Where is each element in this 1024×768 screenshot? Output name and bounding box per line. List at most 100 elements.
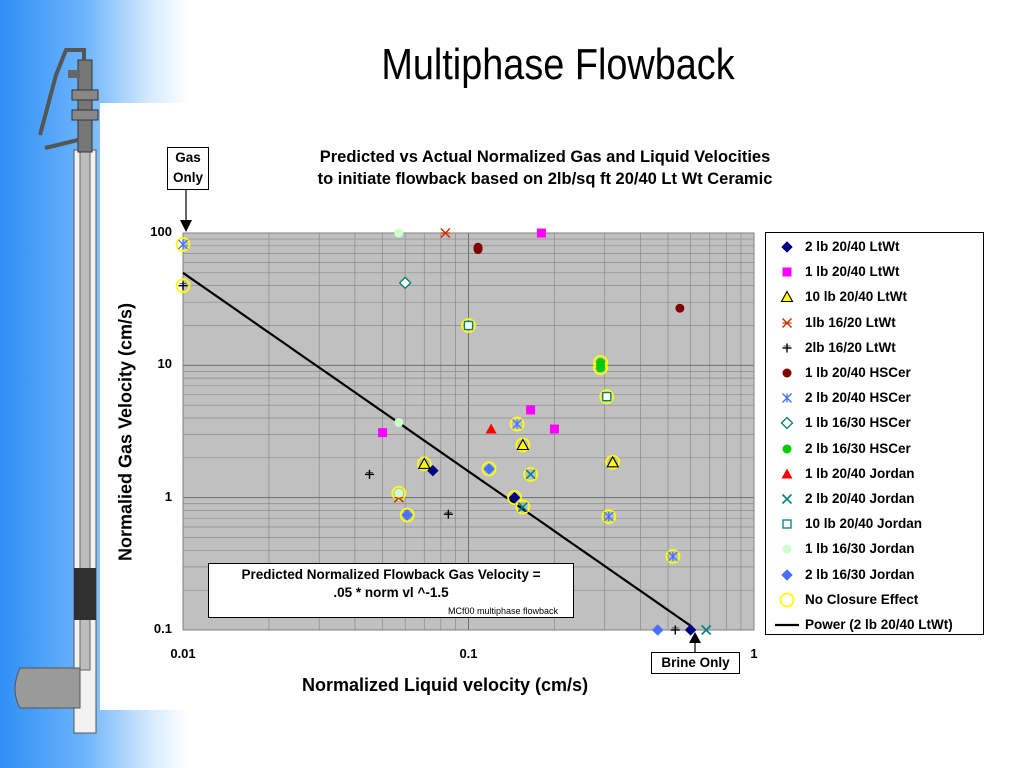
y-tick-label: 10 — [157, 356, 172, 372]
data-point-2-lb-16-30-jordan — [401, 509, 414, 521]
y-tick-label: 0.1 — [153, 621, 172, 636]
data-point-no-closure-effect — [665, 548, 681, 564]
slide-title: Multiphase Flowback — [381, 40, 735, 89]
source-note: MCf00 multiphase flowback — [448, 606, 559, 616]
legend-marker — [781, 568, 793, 581]
legend-item: Power (2 lb 20/40 LtWt) — [766, 614, 984, 636]
data-point-no-closure-effect — [601, 509, 617, 524]
legend-item: 1 lb 20/40 Jordan — [766, 463, 984, 485]
legend-label: 10 lb 20/40 Jordan — [805, 516, 923, 532]
legend-label: 2 lb 16/30 Jordan — [805, 566, 915, 582]
y-tick-label: 1 — [164, 488, 172, 504]
legend-label: 1 lb 20/40 Jordan — [805, 465, 915, 481]
legend-label: 2 lb 20/40 HSCer — [805, 390, 911, 406]
legend-label: 1 lb 20/40 HSCer — [805, 365, 911, 380]
data-point-1-lb-16-30-jordan — [394, 417, 404, 427]
data-point-10-lb-20-40-jordan — [602, 391, 612, 402]
legend-label: 2 lb 20/40 Jordan — [805, 491, 915, 506]
data-point-no-closure-effect — [481, 461, 497, 477]
data-point-2-lb-16-30-hscer — [596, 363, 606, 373]
data-point-2lb-16-20-ltwt — [364, 469, 374, 479]
legend-marker — [781, 317, 793, 328]
data-point-no-closure-effect — [461, 318, 476, 333]
chart-title: Predicted vs Actual Normalized Gas and L… — [270, 146, 820, 190]
legend-marker — [782, 343, 792, 353]
data-point-1-lb-20-40-hscer — [675, 303, 685, 313]
data-point-2-lb-20-40-hscer — [603, 511, 614, 522]
legend-item: 1 lb 16/30 Jordan — [766, 538, 984, 560]
legend-label: 2lb 16/20 LtWt — [805, 339, 896, 355]
legend-marker-shape — [782, 343, 792, 353]
data-point-2lb-16-20-ltwt — [178, 281, 188, 291]
legend-marker-shape — [782, 267, 792, 277]
legend-marker — [781, 241, 793, 253]
data-point-1-lb-16-30-jordan — [394, 488, 404, 498]
legend-item: 2 lb 20/40 HSCer — [766, 387, 984, 409]
x-tick-label: 1 — [750, 646, 758, 661]
brine-only-callout: Brine Only — [651, 652, 740, 674]
legend-item: 1lb 16/20 LtWt — [766, 312, 984, 334]
legend-marker — [782, 267, 792, 277]
data-point-2-lb-20-40-jordan — [525, 469, 536, 480]
legend-marker — [781, 493, 793, 505]
legend-marker-shape — [782, 444, 792, 454]
legend-marker — [781, 468, 793, 479]
gas-only-line-1: Gas — [175, 150, 201, 165]
legend-label: No Closure Effect — [805, 591, 919, 607]
data-point-10-lb-20-40-jordan — [463, 320, 474, 331]
legend-marker-shape — [781, 568, 793, 581]
legend-label: 1lb 16/20 LtWt — [805, 314, 896, 330]
data-point-2-lb-20-40-hscer — [178, 239, 188, 250]
data-point-no-closure-effect — [175, 237, 191, 252]
gas-only-callout: Gas Only — [167, 147, 209, 190]
legend-item: No Closure Effect — [766, 589, 984, 611]
data-point-2lb-16-20-ltwt — [670, 625, 680, 635]
formula-line-2: .05 * norm vl ^-1.5 — [333, 585, 449, 600]
data-point-2-lb-16-30-jordan — [651, 624, 664, 636]
legend-item: 2lb 16/20 LtWt — [766, 337, 984, 359]
legend-marker-shape — [780, 416, 794, 430]
x-tick-label: 0.01 — [170, 646, 196, 661]
data-point-no-closure-effect — [507, 490, 522, 506]
marker-layer — [175, 227, 712, 636]
y-axis-label: Normalied Gas Velocity (cm/s) — [115, 302, 136, 562]
x-tick-label: 0.1 — [459, 646, 478, 661]
data-point-no-closure-effect — [523, 466, 538, 482]
data-point-no-closure-effect — [391, 485, 407, 501]
formula-line-1: Predicted Normalized Flowback Gas Veloci… — [241, 567, 541, 582]
x-axis-label: Normalized Liquid velocity (cm/s) — [302, 675, 589, 695]
chart-title-line-2: to initiate flowback based on 2lb/sq ft … — [317, 170, 773, 188]
data-point-2-lb-20-40-jordan — [517, 501, 528, 513]
brine-only-arrow-head — [689, 632, 701, 643]
legend-marker-shape — [781, 241, 793, 253]
data-point-no-closure-effect — [175, 278, 191, 294]
legend-marker — [782, 544, 792, 554]
legend-label: 1 lb 16/30 HSCer — [805, 415, 911, 431]
legend-item: 2 lb 20/40 Jordan — [766, 488, 984, 510]
legend-marker — [780, 416, 794, 430]
legend-marker — [780, 290, 794, 303]
legend-item: 2 lb 20/40 LtWt — [766, 236, 984, 258]
data-point-1-lb-20-40-ltwt — [536, 228, 546, 238]
data-point-2-lb-16-30-jordan — [483, 463, 495, 475]
power-trendline — [182, 271, 692, 627]
data-point-10-lb-20-40-ltwt — [516, 438, 530, 451]
legend-marker — [782, 519, 792, 529]
legend-marker — [775, 623, 799, 627]
plot-border — [182, 232, 755, 631]
data-point-no-closure-effect — [515, 499, 531, 515]
legend-marker — [782, 444, 792, 454]
data-point-1-lb-20-40-jordan — [485, 423, 497, 434]
legend-marker-shape — [781, 493, 793, 505]
trendline-layer — [182, 271, 692, 627]
legend-marker — [782, 368, 792, 378]
legend-label: 10 lb 20/40 LtWt — [805, 289, 908, 305]
legend-marker-shape — [780, 290, 794, 303]
legend-label: 1 lb 16/30 Jordan — [805, 541, 915, 557]
data-point-2-lb-20-40-ltwt — [508, 491, 521, 504]
legend-label: 2 lb 20/40 LtWt — [805, 239, 900, 254]
legend-marker — [782, 393, 792, 404]
y-tick-label: 100 — [150, 224, 172, 239]
data-point-2-lb-20-40-hscer — [512, 419, 523, 430]
data-point-no-closure-effect — [399, 507, 415, 523]
